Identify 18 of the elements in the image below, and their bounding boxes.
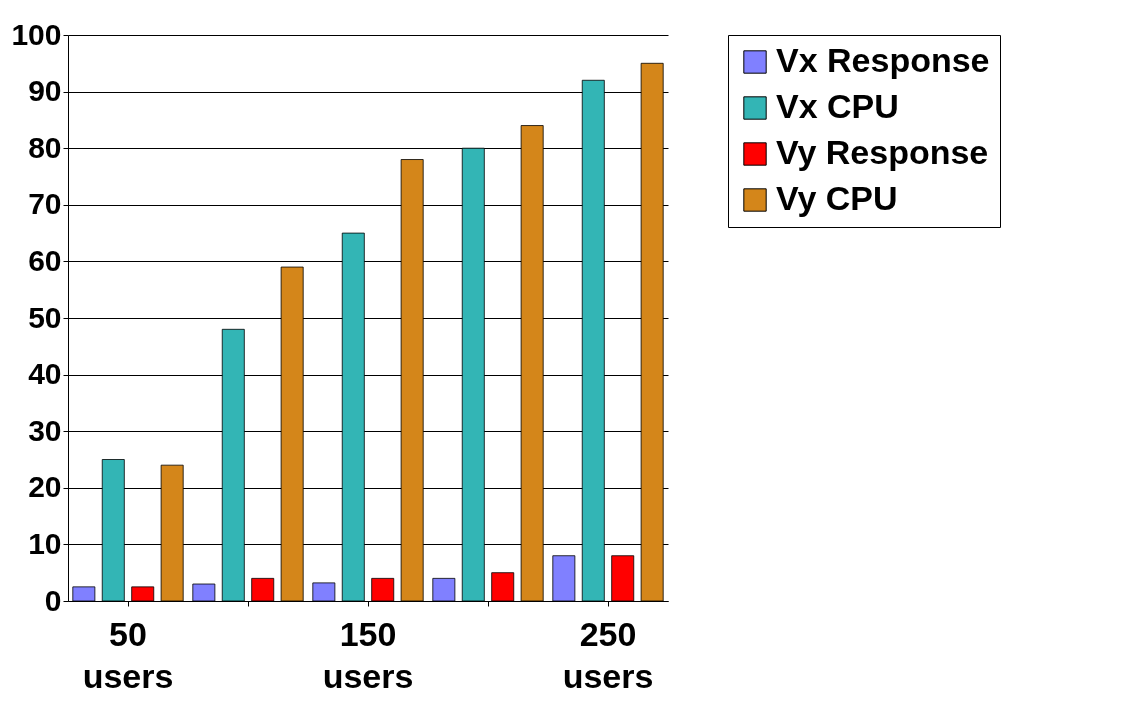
- y-tick-label: 20: [28, 470, 62, 504]
- x-tick-label: 50 users: [82, 614, 174, 695]
- y-tick-label: 10: [28, 526, 62, 560]
- x-tick-label: 250 users: [562, 614, 654, 695]
- y-tick-label: 60: [28, 243, 62, 277]
- legend-label: Vx CPU: [776, 87, 899, 125]
- x-tick-label: 150 users: [322, 614, 414, 695]
- y-tick-label: 0: [44, 583, 62, 617]
- y-tick-label: 30: [28, 413, 62, 447]
- y-tick-label: 50: [28, 300, 62, 334]
- y-tick-label: 100: [11, 17, 62, 51]
- legend-label: Vx Response: [776, 41, 990, 79]
- y-tick-label: 90: [28, 74, 62, 108]
- legend-label: Vy Response: [776, 133, 989, 171]
- y-tick-label: 80: [28, 130, 62, 164]
- y-tick-label: 40: [28, 357, 62, 391]
- y-tick-label: 70: [28, 187, 62, 221]
- legend-label: Vy CPU: [776, 179, 898, 217]
